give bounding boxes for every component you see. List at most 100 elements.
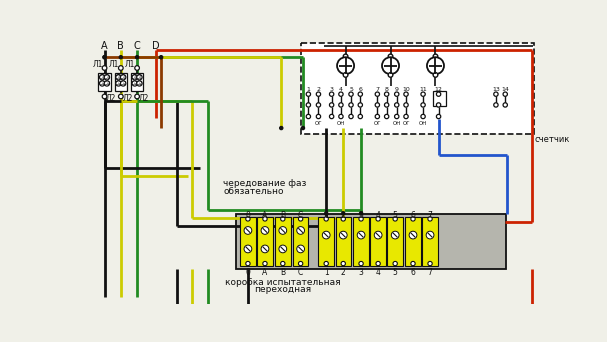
- Text: Л1: Л1: [93, 61, 103, 69]
- Bar: [240, 216, 256, 266]
- Text: 13: 13: [492, 87, 500, 92]
- Text: 11: 11: [419, 87, 427, 92]
- Circle shape: [404, 114, 408, 119]
- Circle shape: [132, 75, 138, 80]
- Text: чередование фаз: чередование фаз: [223, 179, 307, 188]
- Circle shape: [104, 75, 110, 80]
- Circle shape: [103, 56, 106, 59]
- Text: 1: 1: [307, 87, 310, 92]
- Circle shape: [503, 103, 507, 107]
- Text: 9: 9: [395, 87, 399, 92]
- Text: 7: 7: [427, 268, 433, 277]
- Circle shape: [388, 73, 393, 77]
- Circle shape: [135, 56, 138, 59]
- Circle shape: [120, 81, 126, 86]
- Circle shape: [436, 92, 441, 96]
- Circle shape: [330, 114, 334, 119]
- Circle shape: [376, 261, 381, 266]
- Circle shape: [384, 114, 389, 119]
- Text: ОГ: ОГ: [314, 121, 322, 126]
- Circle shape: [316, 92, 320, 96]
- Circle shape: [337, 57, 354, 74]
- Circle shape: [375, 92, 379, 96]
- Circle shape: [358, 114, 362, 119]
- Circle shape: [339, 92, 343, 96]
- Text: 12: 12: [435, 87, 443, 92]
- Circle shape: [330, 103, 334, 107]
- Circle shape: [324, 217, 328, 221]
- Text: переходная: переходная: [254, 285, 311, 294]
- Circle shape: [428, 217, 432, 221]
- Text: 6: 6: [410, 211, 415, 220]
- Circle shape: [119, 56, 123, 59]
- Text: 2: 2: [316, 87, 320, 92]
- Text: 3: 3: [359, 211, 364, 220]
- Circle shape: [395, 92, 399, 96]
- Circle shape: [137, 75, 142, 80]
- Circle shape: [100, 81, 105, 86]
- Text: C: C: [298, 268, 304, 277]
- Circle shape: [349, 114, 353, 119]
- Circle shape: [244, 245, 252, 253]
- Circle shape: [306, 103, 311, 107]
- Circle shape: [357, 231, 365, 239]
- Circle shape: [135, 66, 140, 70]
- Circle shape: [120, 75, 126, 80]
- Bar: [336, 216, 351, 266]
- Circle shape: [343, 54, 348, 59]
- Circle shape: [436, 114, 441, 119]
- Text: A: A: [262, 268, 268, 277]
- Text: 2: 2: [341, 211, 345, 220]
- Circle shape: [263, 217, 267, 221]
- Circle shape: [493, 92, 498, 96]
- Text: Л1: Л1: [109, 61, 119, 69]
- Text: ОГ: ОГ: [402, 121, 410, 126]
- Text: 5: 5: [393, 268, 398, 277]
- Circle shape: [421, 103, 426, 107]
- Circle shape: [116, 81, 121, 86]
- Circle shape: [244, 227, 252, 234]
- Text: счетчик: счетчик: [535, 135, 570, 144]
- Text: 1: 1: [324, 211, 328, 220]
- Circle shape: [102, 94, 107, 99]
- Circle shape: [375, 114, 379, 119]
- Circle shape: [343, 73, 348, 77]
- Circle shape: [261, 245, 269, 253]
- Bar: [370, 216, 386, 266]
- Circle shape: [135, 94, 140, 99]
- Circle shape: [297, 227, 305, 234]
- Text: 6: 6: [410, 268, 415, 277]
- Circle shape: [137, 81, 142, 86]
- Text: 4: 4: [376, 268, 381, 277]
- Circle shape: [358, 103, 362, 107]
- Bar: [387, 216, 403, 266]
- Circle shape: [421, 114, 426, 119]
- Text: A: A: [101, 41, 108, 51]
- Circle shape: [384, 92, 389, 96]
- Text: Л2: Л2: [106, 94, 117, 103]
- Circle shape: [426, 231, 434, 239]
- Circle shape: [316, 114, 320, 119]
- Text: ∅2: ∅2: [136, 81, 143, 86]
- Text: ОН: ОН: [393, 121, 401, 126]
- Bar: [293, 216, 308, 266]
- Text: ∅2: ∅2: [131, 81, 138, 86]
- Text: ∅1: ∅1: [115, 75, 122, 80]
- Text: B: B: [117, 41, 124, 51]
- Text: ∅2: ∅2: [120, 81, 127, 86]
- Circle shape: [316, 103, 320, 107]
- Text: 5: 5: [393, 211, 398, 220]
- Circle shape: [388, 54, 393, 59]
- Text: D: D: [152, 41, 160, 51]
- Circle shape: [132, 81, 138, 86]
- Text: ∅2: ∅2: [103, 81, 110, 86]
- Circle shape: [341, 217, 345, 221]
- Circle shape: [358, 92, 362, 96]
- Text: 10: 10: [402, 87, 410, 92]
- Text: ∅1: ∅1: [98, 75, 106, 80]
- Circle shape: [409, 231, 417, 239]
- Circle shape: [116, 75, 121, 80]
- Text: 1: 1: [324, 268, 328, 277]
- Text: ОН: ОН: [419, 121, 427, 126]
- Circle shape: [339, 231, 347, 239]
